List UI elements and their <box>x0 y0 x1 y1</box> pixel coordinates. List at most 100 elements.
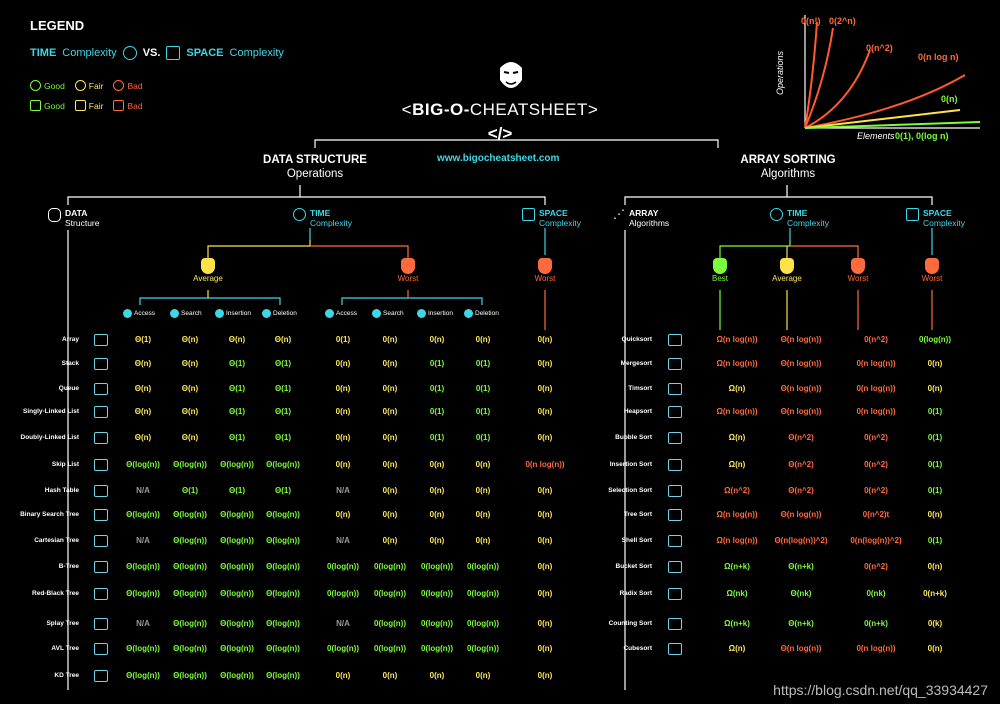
ds-cell: 0(n) <box>382 671 398 680</box>
ds-cell: Θ(log(n)) <box>220 589 254 598</box>
data-structure-icon <box>94 588 108 600</box>
algorithm-icon <box>668 588 682 600</box>
ds-cell: Θ(n) <box>181 335 199 344</box>
ds-row-label: Red-Black Tree <box>32 590 79 597</box>
ds-cell: 0(log(n)) <box>374 619 406 628</box>
sort-row-label: Mergesort <box>620 360 652 367</box>
sort-cell: Ω(n log(n)) <box>716 407 758 416</box>
data-structure-icon <box>94 643 108 655</box>
ds-cell: Θ(n) <box>134 433 152 442</box>
sort-cell: 0(1) <box>927 433 943 442</box>
ds-cell: Θ(log(n)) <box>220 510 254 519</box>
sort-cell: 0(nk) <box>866 589 886 598</box>
sort-cell: Ω(n) <box>728 644 746 653</box>
ds-cell: Θ(log(n)) <box>266 562 300 571</box>
legend-space-suffix: Complexity <box>229 47 284 59</box>
algorithm-icon <box>668 459 682 471</box>
ds-cell: Θ(log(n)) <box>220 619 254 628</box>
algorithm-icon <box>668 509 682 521</box>
sort-cell: Θ(n+k) <box>788 562 814 571</box>
sort-cell: Ω(n+k) <box>724 562 750 571</box>
sort-cell: Ω(n) <box>728 460 746 469</box>
ds-cell: 0(n) <box>382 359 398 368</box>
ds-section-head: DATA STRUCTURE Operations <box>245 153 385 181</box>
ds-cell: Θ(log(n)) <box>173 644 207 653</box>
eye-icon <box>123 309 132 318</box>
sort-cell: Θ(n log(n)) <box>780 359 822 368</box>
ds-cell: Θ(1) <box>275 486 291 495</box>
graph-label-1-logn: 0(1), 0(log n) <box>895 131 949 141</box>
ds-cell: Θ(log(n)) <box>220 562 254 571</box>
title-bold: BIG-O- <box>412 100 470 119</box>
sort-row-label: Shell Sort <box>621 537 652 544</box>
ds-cell: Θ(n) <box>134 407 152 416</box>
sort-row-label: Bubble Sort <box>615 434 652 441</box>
sort-cell: 0(n^2) <box>864 562 888 571</box>
ds-cell: 0(log(n)) <box>327 644 359 653</box>
ds-row-label: Skip List <box>51 461 79 468</box>
op-insertion-worst-label: Insertion <box>428 310 453 317</box>
op-insertion-worst: Insertion <box>417 309 453 318</box>
ds-cell: 0(log(n)) <box>421 644 453 653</box>
graph-label-nlogn: 0(n log n) <box>918 52 959 62</box>
ds-cell: Θ(1) <box>229 407 245 416</box>
insert-icon <box>215 309 224 318</box>
sort-row-label: Tree Sort <box>623 511 652 518</box>
disk-bad-icon <box>113 100 125 111</box>
search-icon <box>372 309 381 318</box>
sort-cell: Ω(n log(n)) <box>716 335 758 344</box>
ds-col-time: TIME Complexity <box>293 208 352 228</box>
ds-row-label: Array <box>62 336 79 343</box>
site-link[interactable]: www.bigocheatsheet.com <box>437 153 560 164</box>
algorithm-icon <box>668 618 682 630</box>
sort-title: ARRAY SORTING <box>740 154 836 166</box>
disk-good-icon <box>30 100 41 111</box>
eye-icon <box>325 309 334 318</box>
sort-cell: Ω(nk) <box>726 589 748 598</box>
sort-row-label: Bucket Sort <box>615 563 652 570</box>
sort-cell: 0(1) <box>927 407 943 416</box>
complexity-graph <box>804 15 981 129</box>
ds-cell: 0(n) <box>382 407 398 416</box>
network-icon: ⋰ <box>613 207 625 221</box>
op-search-worst-label: Search <box>383 310 404 317</box>
ds-cell: Θ(log(n)) <box>126 671 160 680</box>
ds-cell: Θ(1) <box>229 486 245 495</box>
sort-cell: 0(n^2) <box>864 433 888 442</box>
ds-row-label: Singly-Linked List <box>23 408 79 415</box>
ds-cell: Θ(n) <box>274 335 292 344</box>
ds-cell: 0(1) <box>335 335 351 344</box>
sort-cell: 0(n log(n)) <box>856 384 896 393</box>
ds-cell: Θ(log(n)) <box>173 562 207 571</box>
data-structure-icon <box>94 383 108 395</box>
sort-cell: Ω(n+k) <box>724 619 750 628</box>
ds-cell: 0(1) <box>475 384 491 393</box>
ds-cell: Θ(1) <box>275 433 291 442</box>
sort-cell: Ω(n) <box>728 384 746 393</box>
ds-cell: 0(n) <box>429 671 445 680</box>
op-access: Access <box>123 309 155 318</box>
ds-worst-case: Worst <box>378 258 438 283</box>
ds-cell: Θ(1) <box>275 384 291 393</box>
ds-cell: Θ(1) <box>275 359 291 368</box>
ds-cell: N/A <box>336 486 350 495</box>
ds-cell: 0(n) <box>475 671 491 680</box>
sort-row-label: Cubesort <box>623 645 652 652</box>
sort-cell: Ω(n log(n)) <box>716 359 758 368</box>
op-access-worst: Access <box>325 309 357 318</box>
ds-row-label: Binary Search Tree <box>20 511 79 518</box>
ds-cell: 0(n) <box>335 384 351 393</box>
data-structure-icon <box>94 618 108 630</box>
ds-cell: Θ(log(n)) <box>126 460 160 469</box>
ds-cell: 0(n) <box>335 671 351 680</box>
disk-fair-icon <box>74 100 86 111</box>
sort-cell: 0(n(log(n))^2) <box>850 536 902 545</box>
legend-bad-2: Bad <box>127 100 143 111</box>
legend-fair: Fair <box>88 80 104 91</box>
ds-cell: 0(n) <box>537 510 553 519</box>
ds-cell: 0(n) <box>537 589 553 598</box>
ds-cell: 0(n) <box>475 536 491 545</box>
ds-cell: 0(1) <box>429 433 445 442</box>
ds-cell: 0(n) <box>382 536 398 545</box>
ds-cell: Θ(n) <box>181 359 199 368</box>
